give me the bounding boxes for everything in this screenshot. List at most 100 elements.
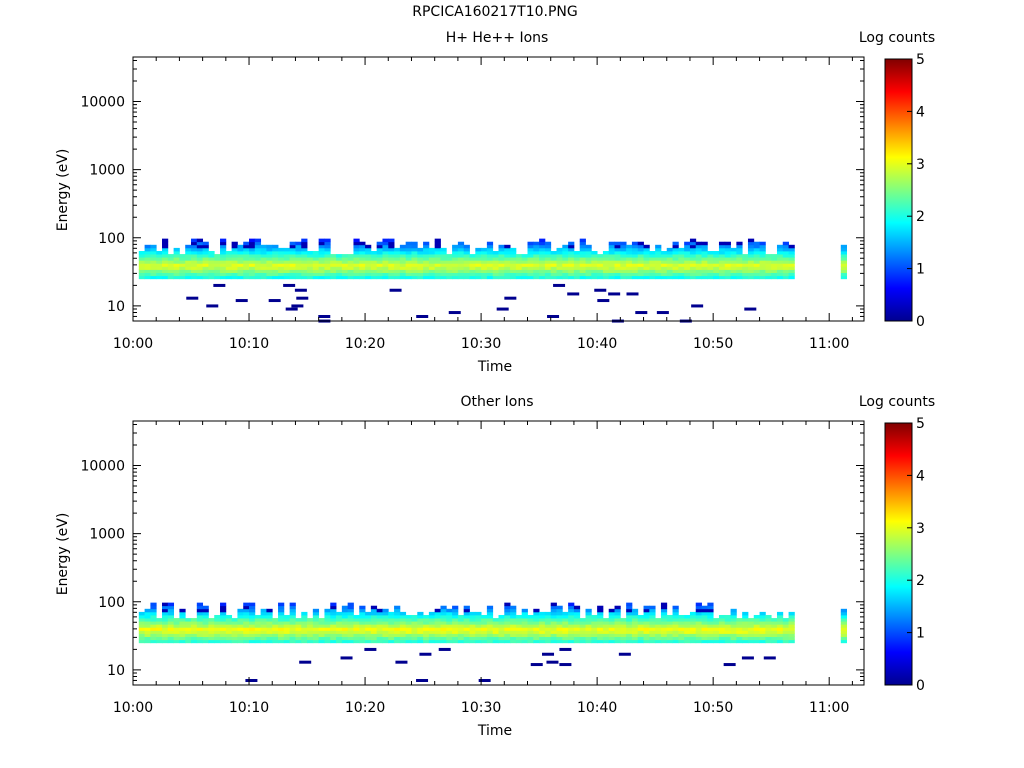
heatmap-cell <box>608 633 615 637</box>
heatmap-cell <box>411 614 418 619</box>
heatmap-cell <box>469 611 476 616</box>
heatmap-cell <box>608 608 615 613</box>
heatmap-cell <box>330 260 337 264</box>
heatmap-cell <box>185 263 192 267</box>
heatmap-cell <box>388 624 395 628</box>
heatmap-cell <box>220 244 227 249</box>
heatmap-cell <box>173 618 180 622</box>
heatmap-cell <box>336 257 343 261</box>
heatmap-cell <box>649 618 656 622</box>
heatmap-cell <box>620 257 627 261</box>
heatmap-cell <box>689 254 697 258</box>
heatmap-cell <box>655 272 662 277</box>
heatmap-cell <box>707 263 714 267</box>
heatmap-cell <box>138 636 146 641</box>
heatmap-cell <box>138 633 146 637</box>
heatmap-cell <box>312 254 320 258</box>
heatmap-cell <box>614 244 621 249</box>
heatmap-cell <box>370 272 378 277</box>
heatmap-cell <box>602 627 610 631</box>
heatmap-cell <box>365 257 372 261</box>
heatmap-cell <box>225 614 233 619</box>
heatmap-cell <box>237 275 244 280</box>
heatmap-cell <box>278 250 285 255</box>
heatmap-cell <box>301 633 308 637</box>
heatmap-cell <box>324 250 331 255</box>
heatmap-cell <box>196 254 204 258</box>
heatmap-cell <box>417 614 424 619</box>
heatmap-cell <box>266 636 273 641</box>
heatmap-cell <box>231 247 238 252</box>
heatmap-cell <box>730 260 737 264</box>
heatmap-cell <box>747 266 755 270</box>
heatmap-cell <box>463 633 470 637</box>
heatmap-cell <box>579 624 586 628</box>
heatmap-cell <box>243 627 250 631</box>
heatmap-cell <box>243 624 250 628</box>
heatmap-cell <box>550 633 557 637</box>
heatmap-cell <box>753 244 760 249</box>
heatmap-cell <box>492 257 499 261</box>
heatmap-cell <box>249 630 256 634</box>
heatmap-cell <box>724 269 731 273</box>
heatmap-cell <box>365 633 372 637</box>
heatmap-cell <box>295 254 302 258</box>
heatmap-cell <box>765 266 772 270</box>
heatmap-cell <box>771 621 778 625</box>
heatmap-cell <box>243 254 250 258</box>
heatmap-cell <box>533 266 540 270</box>
heatmap-cell <box>208 250 215 255</box>
heatmap-cell <box>138 266 146 270</box>
heatmap-cell <box>602 621 610 625</box>
heatmap-cell <box>486 254 494 258</box>
heatmap-cell <box>736 244 743 249</box>
heatmap-cell <box>562 614 569 619</box>
heatmap-cell <box>672 605 679 610</box>
heatmap-cell <box>626 621 633 625</box>
heatmap-cell <box>272 254 279 258</box>
heatmap-cell <box>208 630 215 634</box>
heatmap-cell <box>330 275 337 280</box>
heatmap-cell <box>144 275 151 280</box>
heatmap-cell <box>312 275 320 280</box>
heatmap-cell <box>527 269 534 273</box>
heatmap-cell <box>469 627 476 631</box>
heatmap-cell <box>388 275 395 280</box>
heatmap-cell <box>594 288 607 292</box>
heatmap-cell <box>312 608 320 613</box>
heatmap-cell <box>423 633 430 637</box>
heatmap-cell <box>231 272 238 277</box>
heatmap-cell <box>359 630 366 634</box>
heatmap-cell <box>138 614 146 619</box>
heatmap-cell <box>776 260 784 264</box>
heatmap-cell <box>666 630 673 634</box>
heatmap-cell <box>510 275 517 280</box>
heatmap-cell <box>840 244 847 249</box>
heatmap-cell <box>452 272 459 277</box>
heatmap-cell <box>463 269 470 273</box>
heatmap-cell <box>707 630 714 634</box>
heatmap-cell <box>179 639 186 644</box>
heatmap-cell <box>724 257 731 261</box>
heatmap-cell <box>237 260 244 264</box>
heatmap-cell <box>504 257 511 261</box>
heatmap-cell <box>631 627 639 631</box>
heatmap-cell <box>585 621 592 625</box>
heatmap-cell <box>434 639 441 644</box>
heatmap-cell <box>759 260 766 264</box>
heatmap-cell <box>475 630 482 634</box>
heatmap-cell <box>730 247 737 252</box>
heatmap-cell <box>185 633 192 637</box>
heatmap-cell <box>498 244 505 249</box>
heatmap-cell <box>347 624 354 628</box>
heatmap-cell <box>167 605 175 610</box>
heatmap-cell <box>579 269 586 273</box>
heatmap-cell <box>318 627 325 631</box>
heatmap-cell <box>579 250 586 255</box>
x-tick-label: 11:00 <box>809 700 849 716</box>
heatmap-cell <box>138 639 146 644</box>
heatmap-cell <box>359 608 366 613</box>
heatmap-cell <box>556 621 563 625</box>
heatmap-cell <box>463 247 470 252</box>
heatmap-cell <box>643 269 650 273</box>
